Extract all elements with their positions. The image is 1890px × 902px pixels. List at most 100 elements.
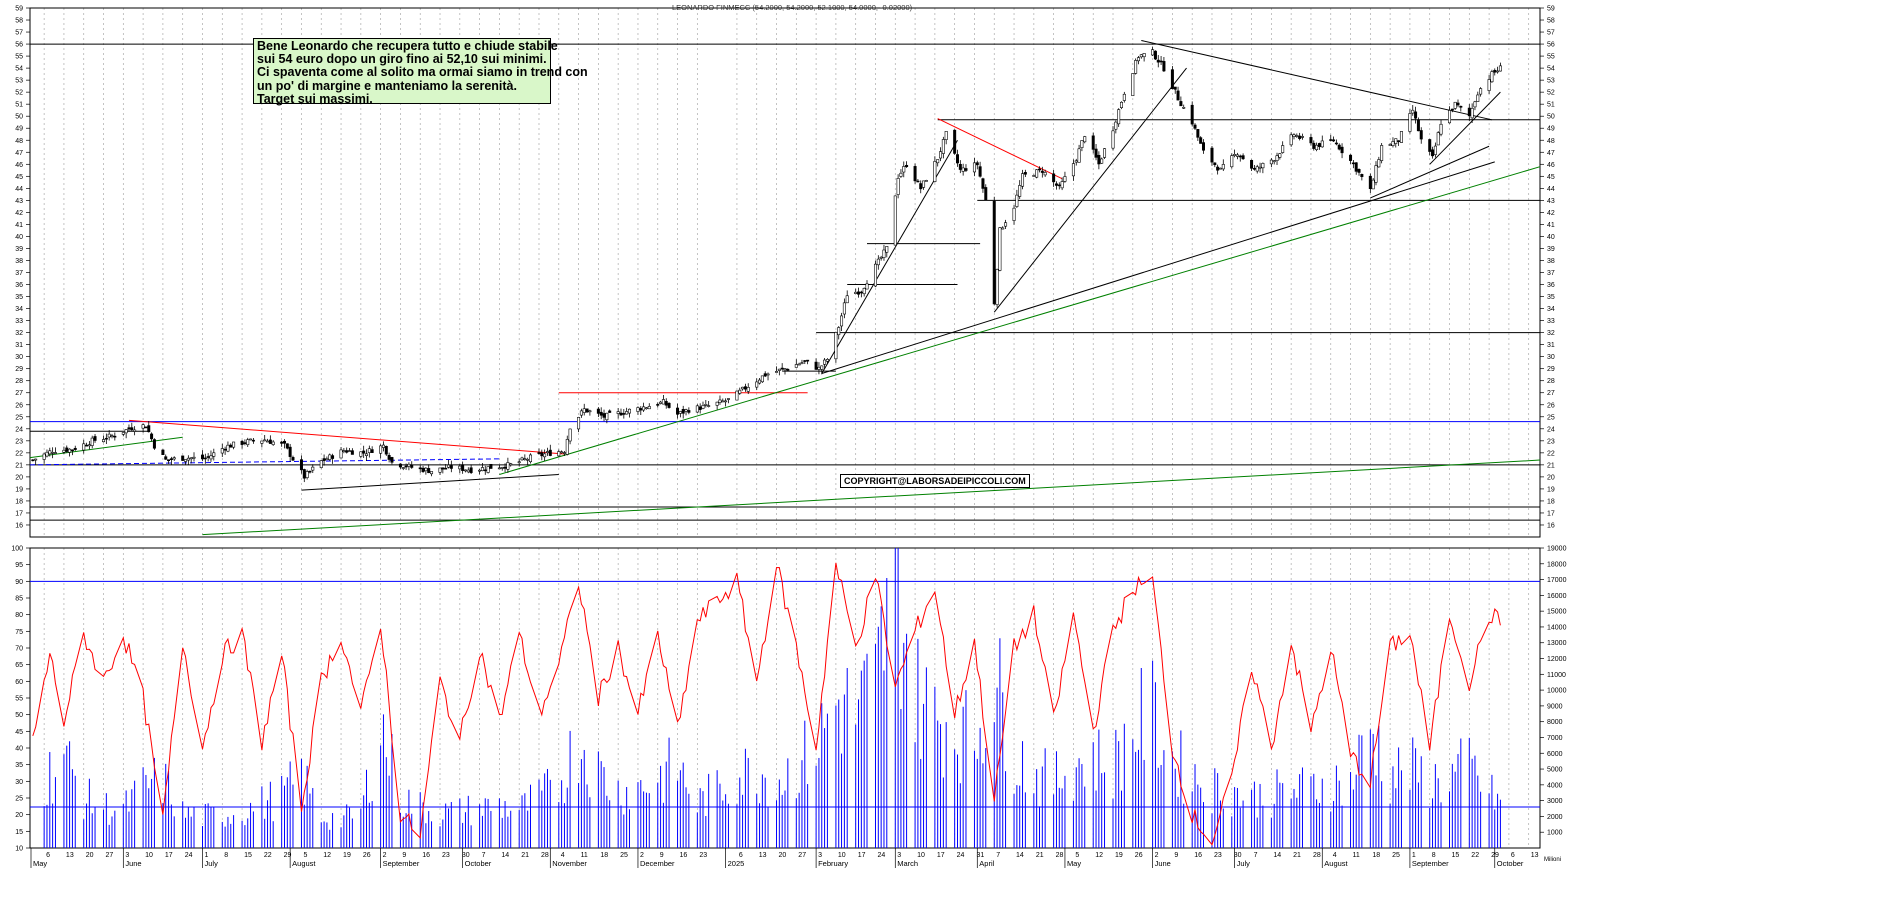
candle-body <box>964 168 968 171</box>
candle-body <box>1100 158 1104 164</box>
candle-body <box>879 256 883 259</box>
candle-body <box>359 451 363 457</box>
candle-body <box>842 302 846 315</box>
oscillator-axis-label: 85 <box>15 596 23 603</box>
candle-body <box>370 449 374 453</box>
candle-body <box>181 455 185 461</box>
candle-body <box>777 368 781 371</box>
candle-body <box>746 387 750 392</box>
candle-body <box>1349 154 1353 161</box>
candle-body <box>695 405 699 413</box>
candle-body <box>905 164 909 168</box>
candle-body <box>743 386 747 390</box>
candle-body <box>200 454 204 460</box>
oscillator-axis-label: 75 <box>15 629 23 636</box>
candle-body <box>526 459 530 461</box>
x-tick-label: 2 <box>640 852 644 859</box>
price-axis-label: 37 <box>15 270 23 277</box>
candle-body <box>192 456 196 459</box>
candle-body <box>1142 53 1146 58</box>
candle-body <box>806 359 810 362</box>
candle-body <box>955 154 959 164</box>
candle-body <box>1210 147 1214 163</box>
horizontal-levels <box>30 43 1540 808</box>
x-tick-label: 7 <box>482 852 486 859</box>
candle-body <box>1399 131 1403 143</box>
candle-body <box>823 359 827 365</box>
candle-body <box>130 427 134 431</box>
price-axis-label: 51 <box>15 102 23 109</box>
candle-body <box>763 373 767 377</box>
price-axis-label: 22 <box>15 450 23 457</box>
price-axis-label: 20 <box>1547 474 1555 481</box>
x-tick-label: 7 <box>1254 852 1258 859</box>
candle-body <box>68 448 72 453</box>
x-tick-label: 21 <box>1036 852 1044 859</box>
candle-body <box>444 467 448 470</box>
candle-body <box>579 410 583 416</box>
oscillator-axis-label: 95 <box>15 562 23 569</box>
candle-body <box>1289 134 1293 146</box>
candle-body <box>1354 162 1358 172</box>
price-axis-label: 34 <box>1547 306 1555 313</box>
candle-body <box>608 410 612 413</box>
candle-body <box>797 363 801 366</box>
x-tick-label: 16 <box>680 852 688 859</box>
oscillator-axis-label: 20 <box>15 812 23 819</box>
candle-body <box>31 459 35 462</box>
candle-body <box>783 368 787 371</box>
price-axis-label: 58 <box>15 18 23 25</box>
candle-body <box>500 467 504 469</box>
candle-body <box>766 373 770 376</box>
candle-body <box>780 367 784 370</box>
candle-body <box>398 463 402 468</box>
price-axis-label: 35 <box>1547 294 1555 301</box>
candle-body <box>562 452 566 454</box>
copyright-label: COPYRIGHT@LABORSADEIPICCOLI.COM <box>840 474 1030 488</box>
candle-body <box>676 407 680 415</box>
candle-body <box>941 139 945 154</box>
x-tick-label: 10 <box>917 852 925 859</box>
candle-body <box>169 458 173 460</box>
candle-body <box>82 443 86 451</box>
x-tick-label: 24 <box>957 852 965 859</box>
annotation-line: Target sui massimi. <box>257 91 373 106</box>
price-axis-label: 44 <box>15 186 23 193</box>
candle-body <box>1479 88 1483 95</box>
candle-body <box>565 439 569 455</box>
candle-body <box>1032 175 1036 177</box>
candle-body <box>899 172 903 177</box>
candle-body <box>1368 175 1372 189</box>
candle-body <box>1091 135 1095 150</box>
price-axis-label: 33 <box>15 318 23 325</box>
volume-axis-label: 5000 <box>1547 767 1563 774</box>
candle-body <box>1170 69 1174 90</box>
candle-body <box>1012 207 1016 221</box>
candle-body <box>85 444 89 447</box>
candle-body <box>240 440 244 445</box>
price-axis-label: 42 <box>15 210 23 217</box>
candle-body <box>384 445 388 455</box>
price-axis-label: 52 <box>15 90 23 97</box>
x-tick-label: 13 <box>66 852 74 859</box>
x-tick-label: 10 <box>145 852 153 859</box>
candle-body <box>738 389 742 394</box>
month-label: October <box>465 859 492 868</box>
candle-body <box>53 452 57 454</box>
price-axis-label: 55 <box>1547 54 1555 61</box>
month-label: August <box>292 859 316 868</box>
candle-body <box>859 291 863 294</box>
price-axis-label: 31 <box>15 342 23 349</box>
oscillator-series <box>32 562 1501 846</box>
candle-body <box>605 412 609 421</box>
x-tick-label: 18 <box>600 852 608 859</box>
trendline <box>1370 145 1490 199</box>
candle-body <box>1431 149 1435 157</box>
candle-body <box>280 441 284 444</box>
candle-body <box>1162 61 1166 72</box>
price-axis-label: 23 <box>1547 438 1555 445</box>
candle-body <box>786 368 790 371</box>
price-axis-label: 32 <box>1547 330 1555 337</box>
candle-body <box>164 456 168 460</box>
candle-body <box>1337 144 1341 150</box>
